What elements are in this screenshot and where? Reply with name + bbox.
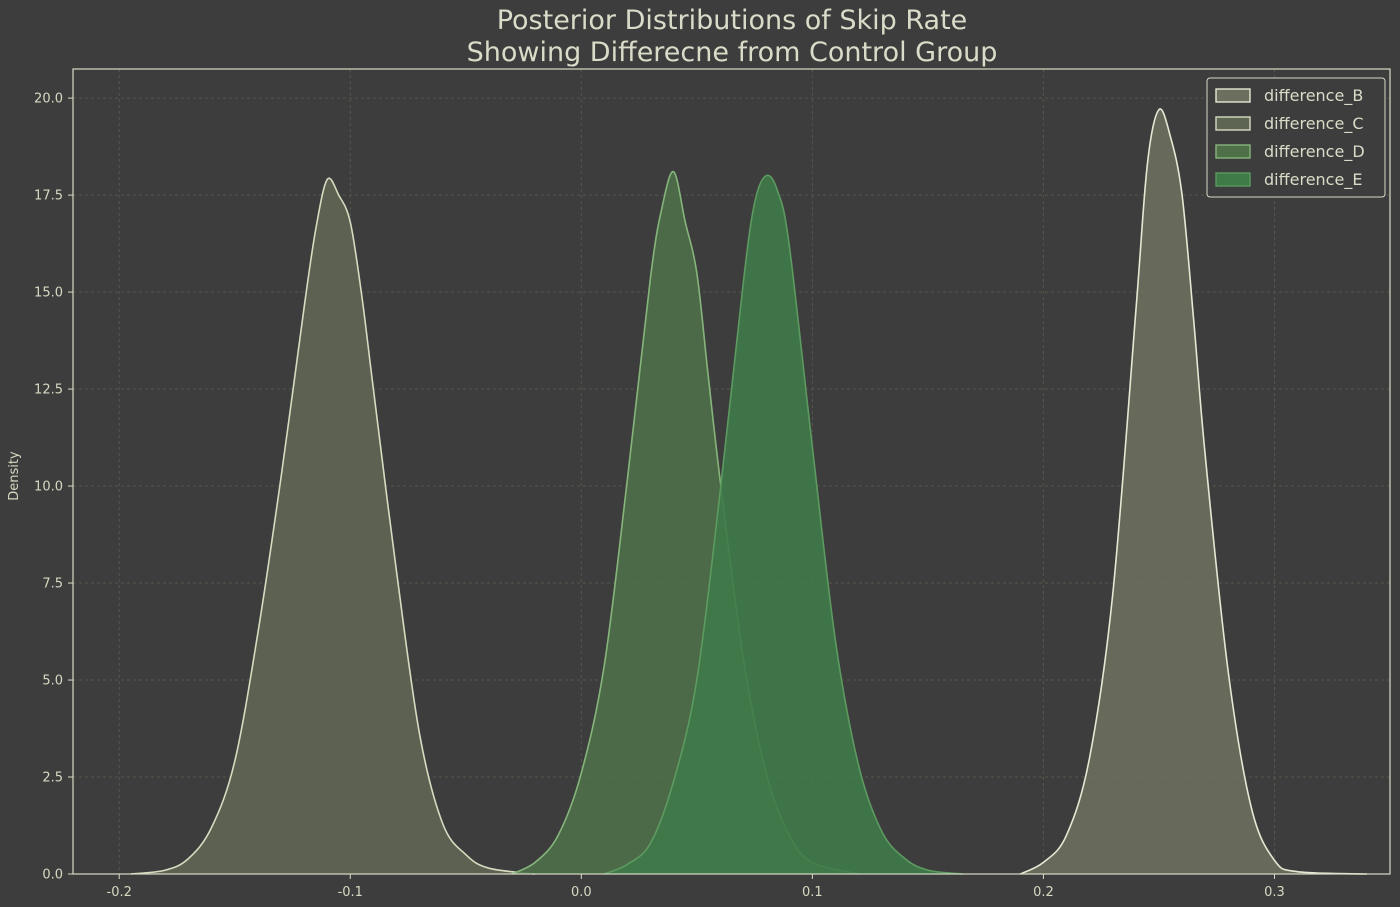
y-tick-label: 12.5 bbox=[34, 383, 63, 398]
legend-label-difference-b: difference_B bbox=[1264, 86, 1363, 106]
legend-swatch-difference-e bbox=[1215, 172, 1251, 187]
axes-frame bbox=[72, 68, 1391, 875]
y-tick-label: 10.0 bbox=[34, 480, 63, 495]
legend-label-difference-d: difference_D bbox=[1264, 142, 1365, 162]
legend-label-difference-e: difference_E bbox=[1264, 170, 1362, 190]
line-difference-c bbox=[130, 177, 536, 875]
legend-label-difference-c: difference_C bbox=[1264, 114, 1364, 134]
x-tick-label: 0.1 bbox=[802, 885, 823, 900]
y-tick-label: 0.0 bbox=[42, 868, 63, 883]
legend-swatch-difference-d bbox=[1215, 144, 1251, 159]
x-axis: -0.2 -0.1 0.0 0.1 0.2 0.3 bbox=[107, 874, 1285, 900]
y-axis: 0.0 2.5 5.0 7.5 10.0 12.5 15.0 17.5 20.0 bbox=[34, 92, 73, 883]
y-axis-label: Density bbox=[7, 451, 22, 501]
y-tick-label: 2.5 bbox=[42, 771, 63, 786]
x-tick-label: -0.2 bbox=[107, 885, 132, 900]
x-tick-label: 0.2 bbox=[1033, 885, 1054, 900]
y-tick-label: 15.0 bbox=[34, 286, 63, 301]
y-tick-label: 20.0 bbox=[34, 92, 63, 107]
legend-swatch-difference-b bbox=[1215, 88, 1251, 103]
y-tick-label: 7.5 bbox=[42, 577, 63, 592]
legend-box bbox=[1206, 77, 1386, 198]
chart-title: Posterior Distributions of Skip Rate bbox=[497, 5, 968, 36]
plot-areas bbox=[130, 108, 1367, 875]
y-tick-label: 5.0 bbox=[42, 674, 63, 689]
x-tick-label: 0.3 bbox=[1264, 885, 1285, 900]
area-difference-c bbox=[130, 178, 536, 874]
area-difference-b bbox=[1020, 108, 1367, 875]
line-difference-e bbox=[604, 174, 963, 875]
legend-swatch-difference-c bbox=[1215, 116, 1251, 131]
line-difference-b bbox=[1019, 108, 1367, 875]
legend: difference_B difference_C difference_Ddiff… bbox=[1206, 77, 1386, 198]
x-tick-label: 0.0 bbox=[571, 885, 592, 900]
y-tick-label: 17.5 bbox=[34, 189, 63, 204]
chart-subtitle: Showing Differecne from Control Group bbox=[467, 37, 998, 68]
x-tick-label: -0.1 bbox=[338, 885, 363, 900]
